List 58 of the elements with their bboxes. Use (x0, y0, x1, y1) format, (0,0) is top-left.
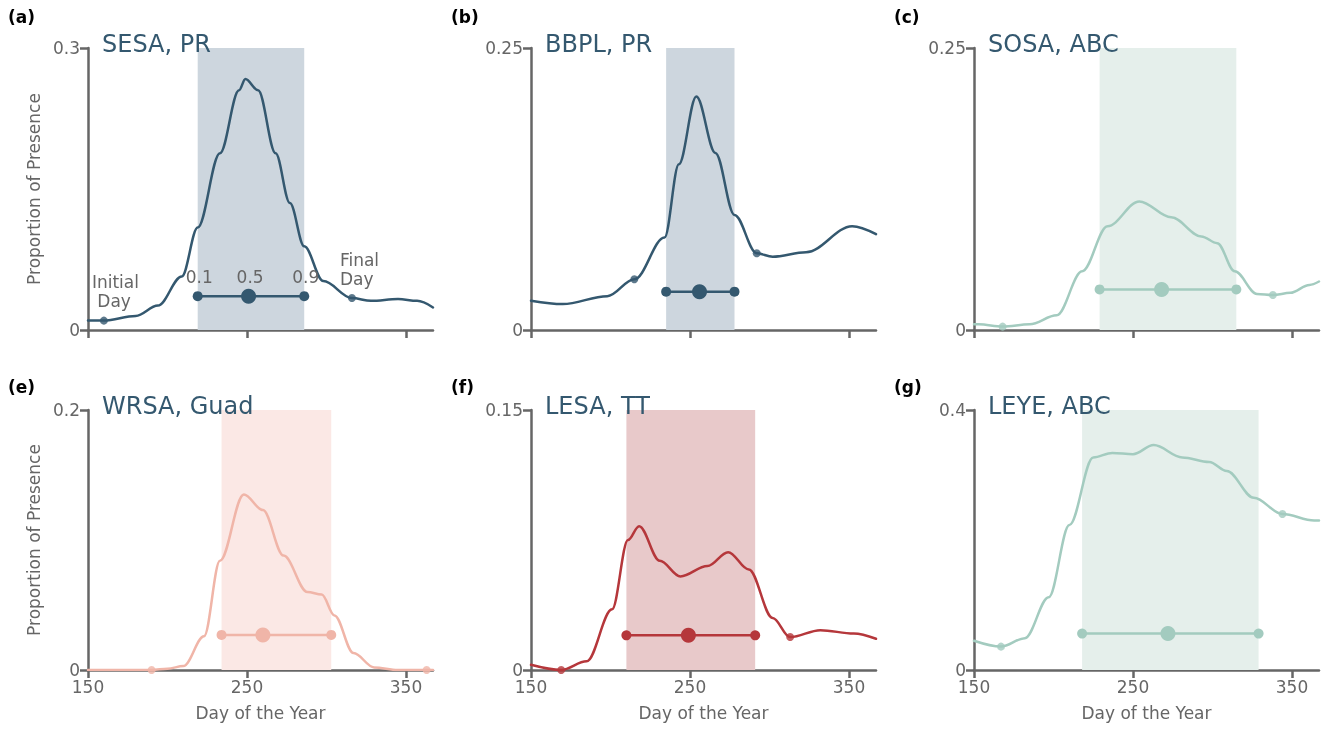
annotation: 0.1 (185, 266, 213, 287)
x-tick-label: 350 (389, 676, 423, 697)
y-tick-label: 0.25 (485, 38, 523, 58)
text: (e) (8, 376, 36, 397)
y-tick-label: 0.4 (938, 400, 966, 420)
point (752, 249, 761, 258)
y-tick-label: 0.3 (52, 38, 80, 58)
chart-title: LESA, TT (545, 392, 651, 420)
point (729, 286, 740, 297)
annotation: 0.9 (292, 266, 320, 287)
text: (f) (451, 376, 474, 397)
point (661, 286, 672, 297)
line-series (529, 95, 878, 306)
point (1077, 628, 1088, 639)
y-tick-label: 0.25 (928, 38, 966, 58)
text: (a) (8, 6, 36, 27)
y-axis-title: Proportion of Presence (23, 93, 44, 285)
x-tick-label: 350 (1275, 676, 1309, 697)
point (750, 630, 761, 641)
point (1094, 284, 1105, 295)
text: (b) (451, 6, 479, 27)
y-axis-title: Proportion of Presence (23, 444, 44, 636)
annotation: 0.5 (236, 266, 264, 287)
x-axis-title: Day of the Year (638, 702, 769, 723)
point (1278, 510, 1287, 518)
point (99, 316, 108, 325)
point (621, 630, 632, 641)
x-tick-label: 250 (1116, 676, 1150, 697)
y-tick-label: 0.2 (52, 400, 80, 420)
text: (c) (894, 6, 920, 27)
point (997, 642, 1006, 651)
point (557, 666, 566, 674)
x-axis-title: Day of the Year (1081, 702, 1212, 723)
chart-title: BBPL, PR (545, 30, 653, 58)
point (1231, 284, 1242, 295)
y-tick-label: 0 (955, 320, 966, 340)
x-tick-label: 350 (832, 676, 866, 697)
chart-title: LEYE, ABC (988, 392, 1111, 420)
text: (g) (894, 376, 922, 397)
point (192, 291, 203, 302)
point (299, 291, 310, 302)
point (786, 633, 795, 642)
x-tick-label: 250 (230, 676, 264, 697)
chart-title: WRSA, Guad (102, 392, 254, 420)
chart-title: SESA, PR (102, 30, 211, 58)
point (1253, 628, 1264, 639)
chart-title: SOSA, ABC (988, 30, 1119, 58)
y-tick-label: 0 (512, 320, 523, 340)
point (347, 294, 356, 303)
point (1268, 291, 1277, 300)
point (630, 275, 639, 284)
point (998, 322, 1007, 331)
x-axis-title: Day of the Year (195, 702, 326, 723)
annotation: Initial Day (91, 272, 139, 312)
y-tick-label: 0.15 (485, 400, 523, 420)
y-tick-label: 0 (69, 320, 80, 340)
annotation: Final Day (339, 249, 385, 289)
x-tick-label: 250 (673, 676, 707, 697)
